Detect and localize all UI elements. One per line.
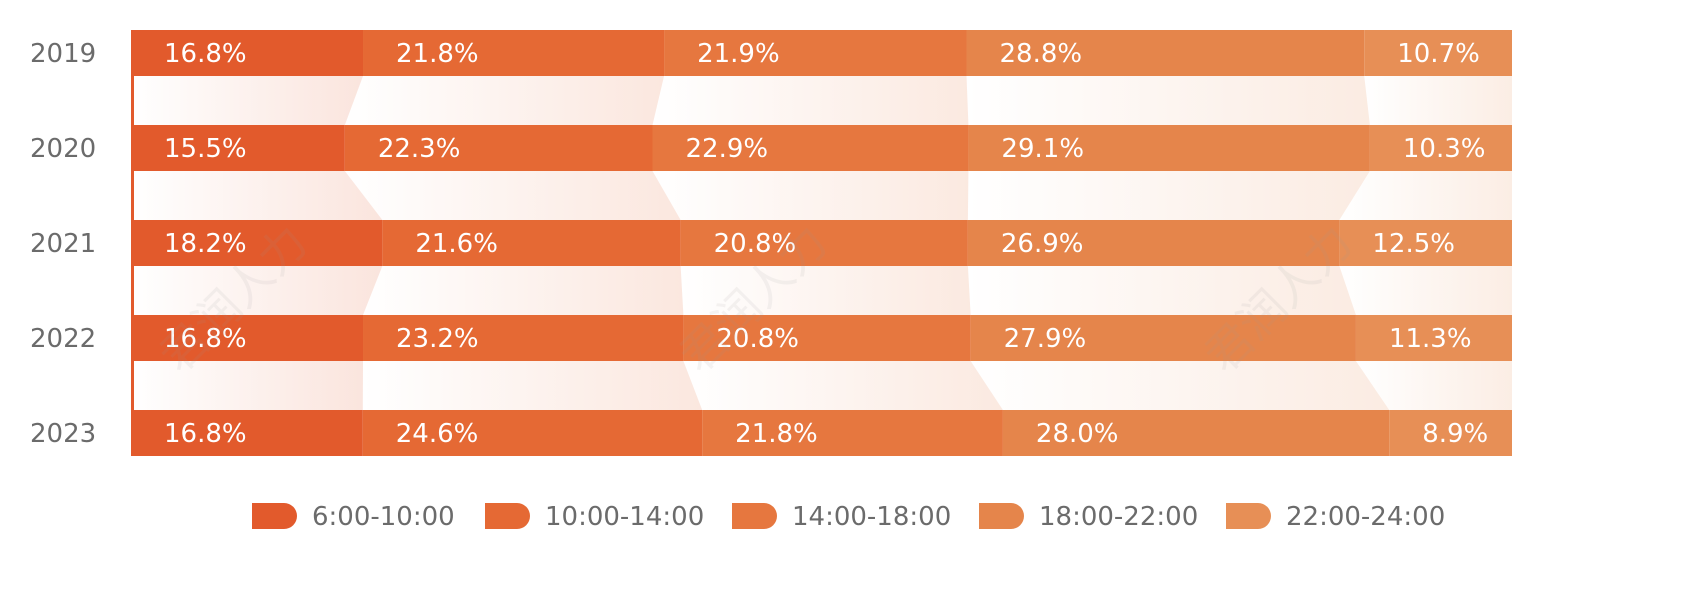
segment-value-label: 21.8% xyxy=(396,39,479,69)
bar-group xyxy=(131,30,1512,456)
bar-segment xyxy=(967,220,1340,266)
segment-value-label: 11.3% xyxy=(1389,324,1472,354)
connector-band xyxy=(966,76,1370,125)
segment-value-label: 12.5% xyxy=(1372,229,1455,259)
legend-swatch xyxy=(979,503,1024,529)
connector-band xyxy=(683,361,1003,410)
legend-label: 18:00-22:00 xyxy=(1039,502,1198,532)
segment-value-label: 21.8% xyxy=(735,419,818,449)
connector-band xyxy=(344,171,681,220)
bar-segment xyxy=(1339,220,1512,266)
bar-segment xyxy=(968,125,1370,171)
legend-label: 6:00-10:00 xyxy=(312,502,455,532)
legend-label: 22:00-24:00 xyxy=(1286,502,1445,532)
year-label-group: 2019 2020 2021 2022 2023 xyxy=(30,39,96,449)
segment-value-label: 18.2% xyxy=(164,229,247,259)
legend-swatch xyxy=(252,503,297,529)
connector-band-group xyxy=(131,76,1512,410)
legend-item: 10:00-14:00 xyxy=(485,502,704,532)
year-label: 2021 xyxy=(30,229,96,259)
connector-band xyxy=(131,361,364,410)
bar-segment xyxy=(680,220,968,266)
bar-segment xyxy=(702,410,1003,456)
segment-value-label: 16.8% xyxy=(164,39,247,69)
bar-segment xyxy=(363,30,665,76)
segment-value-label: 28.0% xyxy=(1036,419,1119,449)
segment-value-label: 16.8% xyxy=(164,419,247,449)
segment-value-label: 26.9% xyxy=(1001,229,1084,259)
segment-value-label: 23.2% xyxy=(396,324,479,354)
connector-band xyxy=(1339,171,1512,220)
segment-value-label: 8.9% xyxy=(1422,419,1488,449)
segment-value-label: 10.7% xyxy=(1397,39,1480,69)
bar-segment xyxy=(344,125,653,171)
segment-value-label: 20.8% xyxy=(716,324,799,354)
connector-band xyxy=(680,266,971,315)
connector-band xyxy=(362,361,703,410)
year-label: 2020 xyxy=(30,134,96,164)
legend-label: 10:00-14:00 xyxy=(545,502,704,532)
segment-value-label: 22.3% xyxy=(378,134,461,164)
bar-segment xyxy=(363,315,684,361)
connector-band xyxy=(1355,361,1512,410)
connector-band xyxy=(970,361,1390,410)
bar-segment xyxy=(131,30,364,76)
connector-band xyxy=(131,171,383,220)
connector-band xyxy=(131,76,364,125)
legend-item: 18:00-22:00 xyxy=(979,502,1198,532)
bar-segment xyxy=(683,315,971,361)
bar-segment xyxy=(1002,410,1390,456)
connector-band xyxy=(131,266,383,315)
bar-segment xyxy=(1355,315,1512,361)
segment-value-label: 15.5% xyxy=(164,134,247,164)
legend-item: 14:00-18:00 xyxy=(732,502,951,532)
bar-segment xyxy=(1364,30,1512,76)
bar-segment xyxy=(131,125,345,171)
bar-segment xyxy=(970,315,1356,361)
year-label: 2019 xyxy=(30,39,96,69)
connector-band xyxy=(967,171,1370,220)
legend: 6:00-10:00 10:00-14:00 14:00-18:00 18:00-22… xyxy=(252,502,1445,532)
segment-value-label: 21.6% xyxy=(415,229,498,259)
connector-band xyxy=(344,76,665,125)
bar-segment xyxy=(1389,410,1512,456)
segment-value-label: 10.3% xyxy=(1403,134,1486,164)
bar-segment xyxy=(664,30,967,76)
segment-value-label: 16.8% xyxy=(164,324,247,354)
bar-segment xyxy=(131,410,363,456)
segment-label-group: 16.8% 21.8% 21.9% 28.8% 10.7% 15.5% 22.3% 22.9%… xyxy=(164,39,1488,449)
legend-item: 22:00-24:00 xyxy=(1226,502,1445,532)
year-label: 2023 xyxy=(30,419,96,449)
bar-segment xyxy=(131,220,383,266)
bar-segment xyxy=(131,315,364,361)
bar-segment xyxy=(382,220,681,266)
legend-label: 14:00-18:00 xyxy=(792,502,951,532)
legend-item: 6:00-10:00 xyxy=(252,502,455,532)
segment-value-label: 28.8% xyxy=(1000,39,1083,69)
segment-value-label: 20.8% xyxy=(714,229,797,259)
connector-band xyxy=(652,76,969,125)
segment-value-label: 21.9% xyxy=(697,39,780,69)
bar-segment xyxy=(652,125,969,171)
bar-segment xyxy=(362,410,703,456)
legend-swatch xyxy=(485,503,530,529)
year-label: 2022 xyxy=(30,324,96,354)
legend-swatch xyxy=(1226,503,1271,529)
bar-segment xyxy=(1369,125,1512,171)
legend-swatch xyxy=(732,503,777,529)
segment-value-label: 22.9% xyxy=(685,134,768,164)
segment-value-label: 29.1% xyxy=(1001,134,1084,164)
segment-value-label: 24.6% xyxy=(396,419,479,449)
connector-band xyxy=(1364,76,1512,125)
connector-band xyxy=(1339,266,1512,315)
segment-value-label: 27.9% xyxy=(1004,324,1087,354)
bar-segment xyxy=(966,30,1365,76)
connector-band xyxy=(363,266,684,315)
connector-band xyxy=(652,171,969,220)
connector-band xyxy=(967,266,1356,315)
